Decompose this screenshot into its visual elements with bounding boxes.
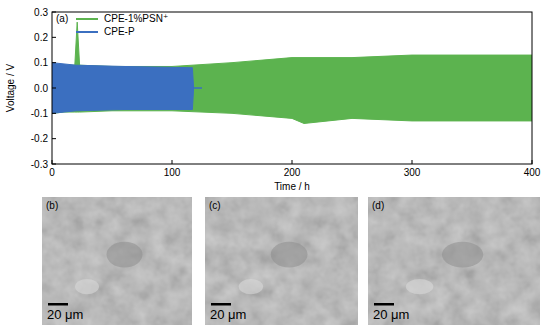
y-tick: [52, 113, 56, 114]
series-band: [52, 63, 202, 114]
sem-texture: [42, 197, 192, 325]
sem-texture: [368, 197, 540, 325]
legend-label: CPE-P: [104, 26, 135, 37]
y-tick-label: -0.2: [31, 133, 49, 144]
x-tick: [172, 160, 173, 164]
y-tick: [52, 164, 56, 165]
sem-feature: [442, 242, 483, 268]
y-tick: [52, 138, 56, 139]
sem-background: [205, 197, 358, 325]
sem-panel: (b) 20 μm: [42, 197, 192, 325]
figure: 0 100 200 300 400 -0.3 -0.2 -0.1 0.0 0.1 0.2 0.3 Tim…: [0, 0, 545, 329]
scale-bar: [211, 303, 231, 306]
x-tick: [52, 160, 53, 164]
y-tick-label: -0.3: [31, 159, 49, 170]
y-tick-label: 0.3: [34, 7, 48, 18]
sem-texture: [205, 197, 358, 325]
series-band: [52, 22, 532, 123]
x-axis-label: Time / h: [274, 181, 310, 192]
sem-background: [368, 197, 540, 325]
sem-feature: [107, 242, 143, 268]
sem-background: [42, 197, 192, 325]
x-tick: [412, 160, 413, 164]
x-tick-label: 100: [164, 167, 181, 178]
panel-label: (d): [372, 200, 384, 211]
plot-area: [52, 22, 532, 123]
x-tick-label: 0: [49, 167, 55, 178]
scale-bar-label: 20 μm: [210, 307, 246, 322]
legend-swatch: [76, 31, 98, 33]
sem-feature: [406, 279, 434, 294]
y-axis-label: Voltage / V: [5, 63, 16, 112]
panel-label: (c): [209, 200, 221, 211]
scale-bar: [374, 303, 394, 306]
scale-bar-label: 20 μm: [47, 307, 83, 322]
legend-label: CPE-1%PSN⁺: [104, 13, 168, 24]
y-tick: [52, 37, 56, 38]
sem-feature: [239, 279, 263, 294]
y-tick-label: 0.2: [34, 32, 48, 43]
y-tick: [52, 62, 56, 63]
scale-bar: [48, 303, 68, 306]
sem-feature: [75, 279, 99, 294]
x-tick-label: 400: [524, 167, 541, 178]
sem-feature: [271, 242, 308, 268]
y-tick-label: -0.1: [31, 108, 49, 119]
panel-label: (a): [56, 13, 68, 24]
legend-swatch: [76, 18, 98, 20]
y-tick-label: 0.0: [34, 83, 48, 94]
scale-bar-label: 20 μm: [373, 307, 409, 322]
x-tick-label: 200: [284, 167, 301, 178]
sem-panel: (c) 20 μm: [205, 197, 358, 325]
panel-label: (b): [46, 200, 58, 211]
x-tick: [292, 160, 293, 164]
y-tick-label: 0.1: [34, 57, 48, 68]
sem-panel: (d) 20 μm: [368, 197, 540, 325]
y-tick: [52, 88, 56, 89]
x-tick: [532, 160, 533, 164]
x-tick-label: 300: [404, 167, 421, 178]
plot-frame: [52, 12, 532, 164]
